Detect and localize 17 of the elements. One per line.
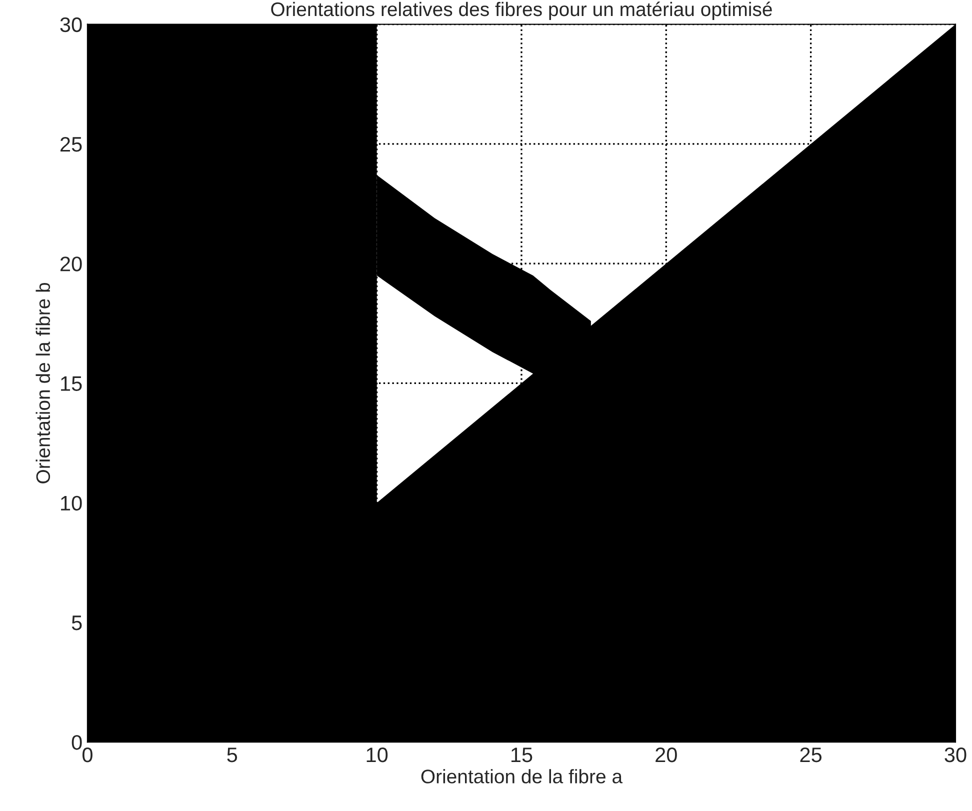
y-tick-label: 20 <box>60 256 82 272</box>
y-tick-label: 25 <box>60 136 82 152</box>
y-tick-label: 15 <box>61 376 82 391</box>
chart-title: Orientations relatives des fibres pour un matériau optimisé <box>271 2 772 20</box>
x-axis-title: Orientation de la fibre a <box>421 769 623 784</box>
x-tick-label: 25 <box>800 747 822 762</box>
x-tick-label: 30 <box>944 747 966 762</box>
x-tick-label: 0 <box>82 747 92 762</box>
y-axis-title: Orientation de la fibre b <box>36 282 50 484</box>
y-tick-label: 5 <box>72 616 82 630</box>
x-tick-label: 15 <box>511 748 532 762</box>
y-tick-label: 0 <box>72 735 82 750</box>
y-tick-label: 30 <box>60 17 82 32</box>
x-tick-label: 20 <box>656 747 677 762</box>
y-tick-label: 10 <box>61 496 82 511</box>
x-tick-label: 5 <box>227 748 238 762</box>
x-tick-label: 10 <box>366 747 388 762</box>
